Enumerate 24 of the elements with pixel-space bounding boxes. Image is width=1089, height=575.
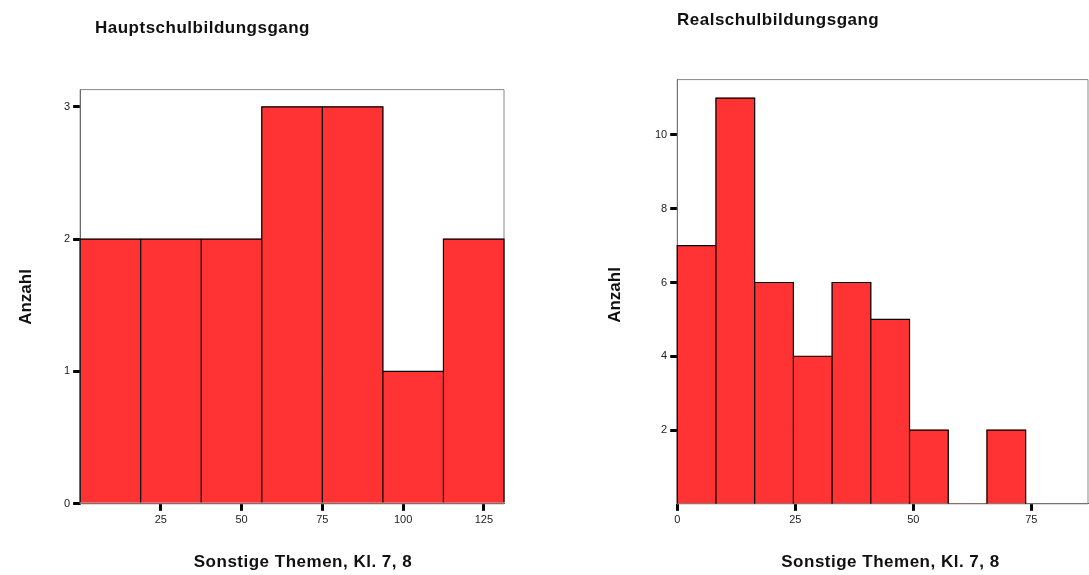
y-tick-label: 2 bbox=[661, 423, 668, 436]
y-axis-title: Anzahl bbox=[15, 269, 36, 325]
chart-title: Hauptschulbildungsgang bbox=[95, 18, 310, 38]
y-tick-label: 3 bbox=[63, 99, 71, 112]
y-axis-title: Anzahl bbox=[604, 267, 625, 323]
x-tick-label: 50 bbox=[235, 513, 248, 526]
y-tick-label: 2 bbox=[63, 232, 71, 245]
y-tick-label: 10 bbox=[654, 127, 668, 140]
y-tick-label: 0 bbox=[63, 496, 71, 509]
x-tick-label: 25 bbox=[789, 513, 802, 526]
x-tick-label: 125 bbox=[474, 513, 493, 526]
y-tick-label: 1 bbox=[63, 364, 71, 377]
x-tick-label: 100 bbox=[393, 513, 413, 526]
y-tick-label: 4 bbox=[661, 349, 668, 362]
x-tick-label: 75 bbox=[1025, 513, 1038, 526]
y-tick-label: 6 bbox=[661, 275, 668, 288]
x-tick-label: 75 bbox=[316, 513, 329, 526]
x-tick-label: 50 bbox=[907, 513, 920, 526]
x-tick-label: 0 bbox=[674, 513, 681, 526]
x-axis-title: Sonstige Themen, Kl. 7, 8 bbox=[193, 552, 413, 572]
chart-title: Realschulbildungsgang bbox=[677, 10, 880, 30]
x-axis-title: Sonstige Themen, Kl. 7, 8 bbox=[781, 552, 1000, 572]
x-tick-label: 25 bbox=[154, 513, 167, 526]
y-tick-label: 8 bbox=[661, 201, 668, 214]
